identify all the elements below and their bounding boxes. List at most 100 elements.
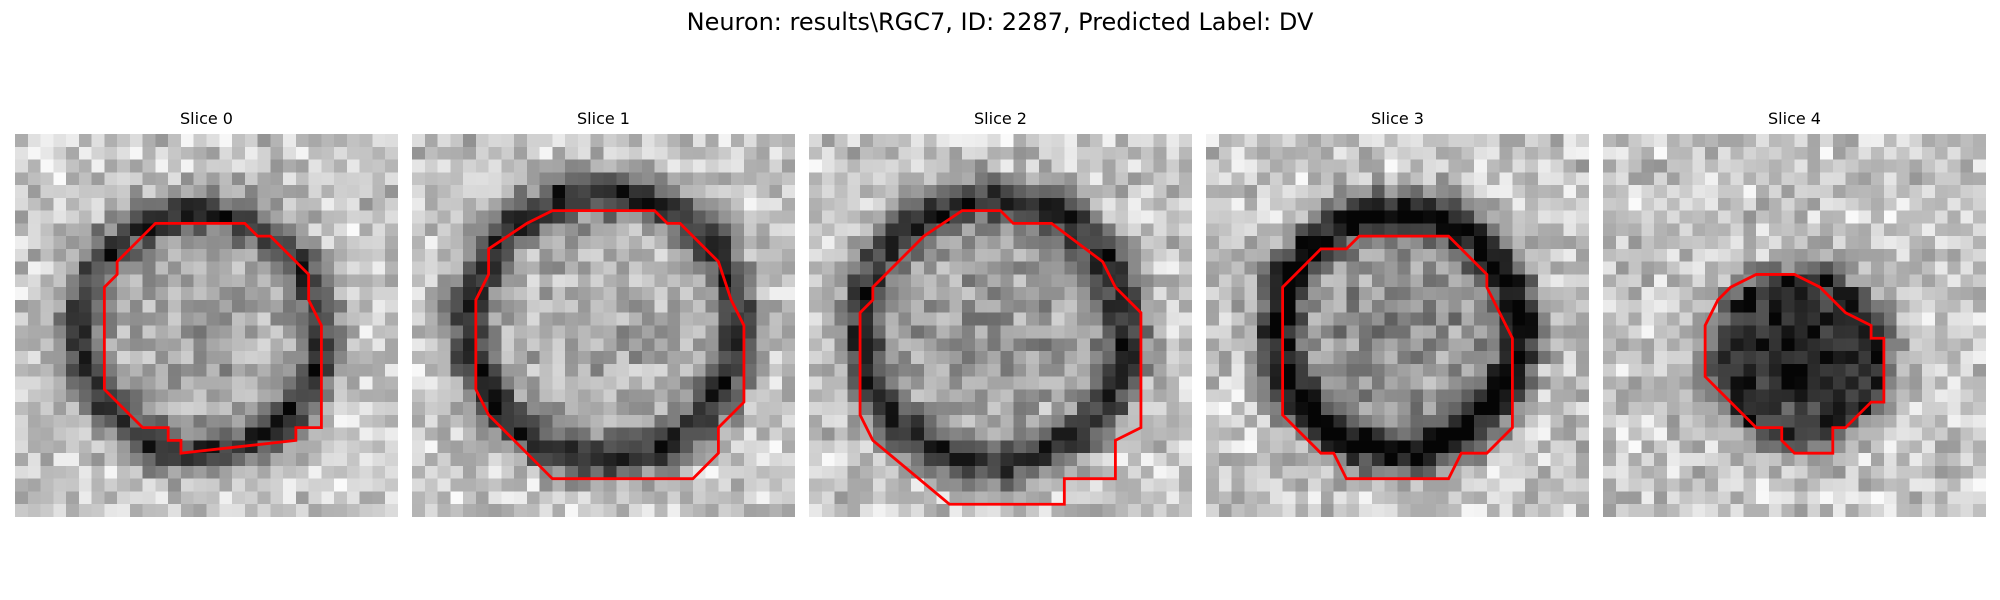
pixel	[629, 453, 643, 467]
pixel	[860, 172, 874, 186]
pixel	[898, 363, 912, 377]
pixel	[1934, 440, 1948, 454]
pixel	[1474, 402, 1488, 416]
pixel	[1666, 197, 1680, 211]
pixel	[1308, 453, 1322, 467]
pixel	[692, 197, 706, 211]
pixel	[577, 134, 591, 148]
pixel	[1743, 210, 1757, 224]
pixel	[1423, 299, 1437, 313]
pixel	[1397, 414, 1411, 428]
pixel	[1576, 491, 1589, 505]
pixel	[1000, 338, 1014, 352]
pixel	[424, 159, 438, 173]
pixel	[308, 491, 322, 505]
pixel	[552, 402, 566, 416]
pixel	[1346, 414, 1360, 428]
pixel	[1563, 376, 1577, 390]
pixel	[834, 312, 848, 326]
pixel	[911, 261, 925, 275]
pixel	[1628, 287, 1642, 301]
pixel	[1550, 478, 1564, 492]
pixel	[1371, 299, 1385, 313]
pixel	[437, 172, 451, 186]
pixel	[321, 338, 335, 352]
pixel	[1474, 427, 1488, 441]
pixel	[526, 172, 540, 186]
pixel	[1781, 478, 1795, 492]
pixel	[1743, 197, 1757, 211]
pixel	[756, 274, 770, 288]
pixel	[488, 376, 502, 390]
pixel	[1576, 312, 1589, 326]
pixel	[1371, 146, 1385, 160]
pixel	[1858, 414, 1872, 428]
pixel	[66, 402, 80, 416]
pixel	[283, 427, 297, 441]
pixel	[1102, 236, 1116, 250]
pixel	[1166, 465, 1180, 479]
pixel	[1089, 274, 1103, 288]
pixel	[974, 236, 988, 250]
pixel	[692, 402, 706, 416]
pixel	[1537, 376, 1551, 390]
pixel	[654, 376, 668, 390]
pixel	[590, 312, 604, 326]
pixel	[308, 134, 322, 148]
pixel	[1166, 478, 1180, 492]
pixel	[1883, 134, 1897, 148]
pixel	[1026, 478, 1040, 492]
pixel	[526, 351, 540, 365]
pixel	[1218, 376, 1232, 390]
pixel	[40, 427, 54, 441]
pixel	[1794, 146, 1808, 160]
pixel	[1295, 287, 1309, 301]
pixel	[1832, 172, 1846, 186]
pixel	[193, 248, 207, 262]
pixel	[1550, 159, 1564, 173]
pixel	[680, 414, 694, 428]
pixel	[450, 325, 464, 339]
pixel	[1282, 159, 1296, 173]
pixel	[1512, 159, 1526, 173]
pixel	[334, 478, 348, 492]
pixel	[769, 236, 783, 250]
pixel	[539, 338, 553, 352]
pixel	[1896, 453, 1910, 467]
pixel	[1474, 159, 1488, 173]
pixel	[1832, 376, 1846, 390]
pixel	[834, 146, 848, 160]
pixel	[1730, 414, 1744, 428]
pixel	[911, 453, 925, 467]
pixel	[1717, 478, 1731, 492]
pixel	[424, 427, 438, 441]
pixel	[692, 351, 706, 365]
pixel	[782, 414, 795, 428]
pixel	[936, 287, 950, 301]
pixel	[1128, 504, 1142, 517]
pixel	[180, 134, 194, 148]
pixel	[1115, 414, 1129, 428]
pixel	[1934, 414, 1948, 428]
pixel	[1794, 453, 1808, 467]
pixel	[1883, 287, 1897, 301]
pixel	[1679, 134, 1693, 148]
pixel	[974, 453, 988, 467]
pixel	[437, 465, 451, 479]
pixel	[860, 261, 874, 275]
pixel	[1679, 261, 1693, 275]
pixel	[1282, 325, 1296, 339]
pixel	[1845, 185, 1859, 199]
pixel	[847, 363, 861, 377]
pixel	[641, 236, 655, 250]
pixel	[1960, 312, 1974, 326]
pixel	[1615, 351, 1629, 365]
pixel	[1768, 491, 1782, 505]
pixel	[129, 453, 143, 467]
pixel	[129, 146, 143, 160]
pixel	[603, 453, 617, 467]
pixel	[53, 185, 67, 199]
pixel	[346, 172, 360, 186]
pixel	[40, 351, 54, 365]
pixel	[539, 172, 553, 186]
